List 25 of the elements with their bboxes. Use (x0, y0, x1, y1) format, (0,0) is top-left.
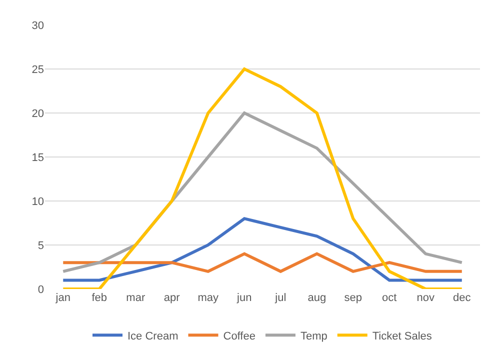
x-tick-label: nov (416, 292, 435, 304)
y-tick-label: 10 (32, 196, 44, 208)
x-tick-label: dec (453, 292, 472, 304)
x-tick-label: mar (126, 292, 146, 304)
x-tick-label: aug (308, 292, 326, 304)
y-tick-label: 0 (38, 284, 44, 296)
legend-label: Temp (300, 330, 328, 342)
line-series (62, 68, 464, 289)
y-tick-label: 30 (32, 20, 44, 32)
x-tick-label: jul (274, 292, 286, 304)
x-tick-label: jan (54, 292, 70, 304)
legend-label: Ice Cream (128, 330, 178, 342)
y-tick-label: 25 (32, 64, 44, 76)
y-tick-label: 5 (38, 240, 44, 252)
x-tick-label: sep (344, 292, 362, 304)
y-tick-label: 15 (32, 152, 44, 164)
line-series (62, 217, 464, 282)
legend-label: Coffee (223, 330, 256, 342)
x-tick-label: may (198, 292, 220, 304)
x-tick-label: apr (164, 292, 180, 304)
legend-label: Ticket Sales (372, 330, 432, 342)
x-tick-label: jun (236, 292, 252, 304)
y-tick-label: 20 (32, 108, 44, 120)
x-tick-label: oct (382, 292, 397, 304)
x-tick-label: feb (92, 292, 108, 304)
